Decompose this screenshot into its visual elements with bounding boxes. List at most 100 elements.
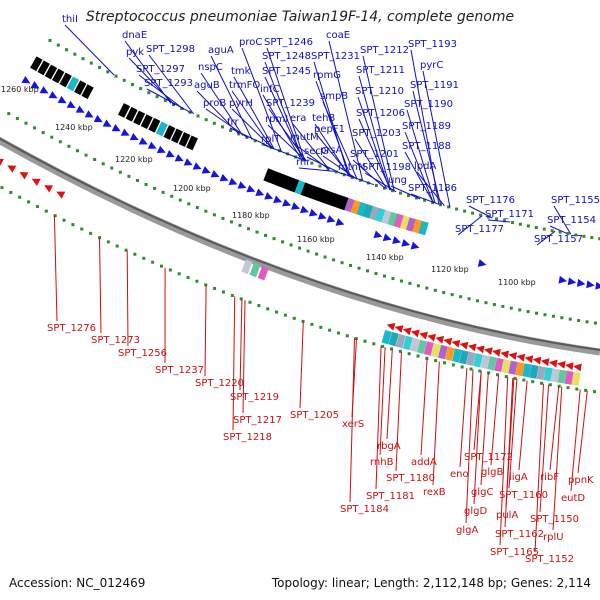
forward-gene-arrow [382,233,392,242]
tick-row-bottom-dot [62,218,66,222]
topology-summary: Topology: linear; Length: 2,112,148 bp; … [271,576,591,590]
tick-row-mid-dot [187,202,191,206]
tick-row-mid-dot [442,291,446,295]
reverse-gene-arrow [467,343,477,352]
forward-gene-arrow [48,90,58,99]
forward-feature-block [418,220,429,236]
forward-feature-block [155,121,168,137]
label-leader-rpmi [267,124,307,162]
tick-row-top-dot [302,158,306,162]
tick-row-top-dot [455,207,459,211]
tick-row-top-dot [566,232,570,236]
forward-feature-block [369,205,380,221]
label-leader-spt-1186 [410,193,440,205]
gene-label-infc: infC [260,84,280,95]
reverse-gene-arrow [394,325,404,333]
label-leader-spt-1239 [268,108,308,162]
gene-label-secg: secG [304,146,329,157]
label-leader-spt-1217 [242,300,246,414]
gene-label-spt-1154: SPT_1154 [547,215,596,226]
tick-row-bottom-dot [540,381,544,385]
tick-row-mid-dot [366,269,370,273]
gene-label-rpmg: rpmG [313,70,341,81]
forward-gene-arrow [410,241,420,250]
forward-feature-block [118,103,131,118]
forward-feature-block [350,199,362,215]
forward-gene-arrow [392,236,401,244]
tick-row-mid-dot [315,252,319,256]
forward-feature-block [30,56,43,72]
label-leader-coae [328,40,364,182]
reverse-feature-block [423,341,434,356]
label-leader-ung [390,185,421,200]
tick-row-bottom-dot [221,290,225,294]
tick-row-top-dot [415,196,419,200]
reverse-feature-block [381,329,392,345]
gene-label-glgd: glgD [464,506,487,517]
tick-row-mid-dot [75,149,79,153]
gene-label-nspc: nspC [198,62,223,73]
tick-row-bottom-dot [390,347,394,351]
tick-row-mid-dot [509,306,513,310]
tick-row-bottom-dot [97,236,101,240]
reverse-gene-arrow [484,347,493,356]
tick-row-bottom-dot [310,322,314,326]
tick-row-mid-dot [408,281,412,285]
tick-row-mid-dot [323,255,327,259]
forward-gene-arrow [21,75,31,84]
forward-feature-block [263,168,275,183]
reverse-gene-arrow [524,355,534,364]
tick-row-top-dot [221,125,225,129]
tick-row-top-dot [471,211,475,215]
tick-row-top-dot [431,201,435,205]
label-leader-mtnn [340,172,375,186]
tick-row-top-dot [479,213,483,217]
tick-row-mid-dot [289,243,293,247]
gene-label-spt-1189: SPT_1189 [402,121,451,132]
gene-label-frr: frr [227,117,239,128]
label-leader-spt-1201 [352,159,386,189]
tick-row-mid-dot [212,213,216,217]
label-leader-rplu [552,386,563,531]
gene-label-spt-1172: SPT_1172 [464,452,513,463]
forward-gene-arrow [401,238,411,247]
tick-row-mid-dot [391,277,395,281]
tick-row-top-dot [510,221,514,225]
gene-label-spt-1150: SPT_1150 [530,514,579,525]
label-leader-pyrh [231,108,273,149]
label-leader-eutd [570,389,581,492]
tick-row-bottom-dot [106,240,110,244]
reverse-gene-arrow [548,359,558,368]
forward-feature-block [319,189,331,204]
label-leader-secg [306,156,343,175]
reverse-gene-arrow [573,363,582,372]
tick-row-bottom-dot [592,390,596,394]
tick-row-top-dot [114,74,118,78]
forward-gene-arrow [138,137,148,145]
tick-row-mid-dot [247,227,251,231]
reverse-gene-arrow [443,337,453,346]
gene-label-spt-1160: SPT_1160 [499,490,548,501]
forward-feature-block [393,213,405,229]
forward-feature-block [140,114,153,130]
forward-gene-arrow [84,110,94,118]
tick-row-bottom-dot [566,386,570,390]
tick-row-top-dot [318,164,322,168]
forward-feature-block [125,106,138,122]
forward-gene-arrow [111,124,121,132]
reverse-feature-block [522,363,532,378]
reverse-gene-arrow [435,335,445,344]
tick-row-bottom-dot [425,356,429,360]
tick-row-mid-dot [238,223,242,227]
label-leader-smpb [322,101,358,180]
tick-row-top-dot [81,57,85,61]
gene-label-spt-1245: SPT_1245 [262,66,311,77]
gene-label-spt-1231: SPT_1231 [311,51,360,62]
label-leader-lpda [416,171,445,207]
tick-row-mid-dot [416,284,420,288]
tick-row-mid-dot [24,121,28,125]
label-leader-spt-1210 [357,96,391,190]
tick-row-bottom-dot [168,268,172,272]
tick-row-top-dot [534,226,538,230]
